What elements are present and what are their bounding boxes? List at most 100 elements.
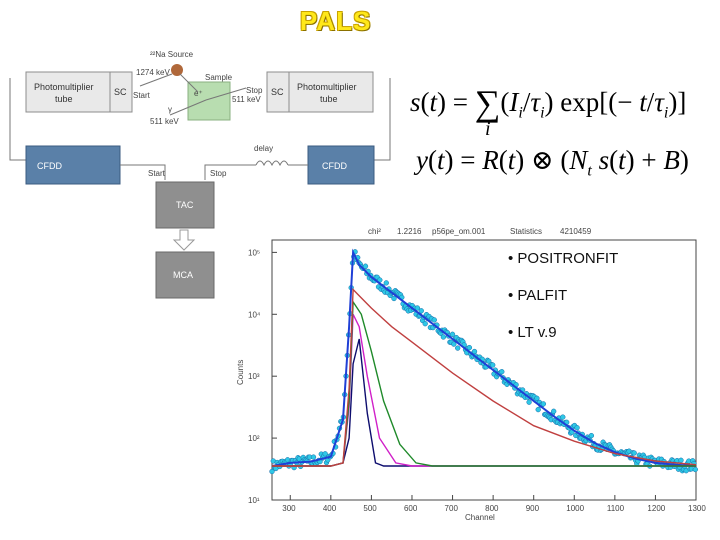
y-tick-label-2: 10³ xyxy=(248,372,260,381)
source-label: ²²Na Source xyxy=(150,50,194,59)
delay-coil xyxy=(255,160,289,167)
cfdd-left-label: CFDD xyxy=(37,161,62,171)
wire-start xyxy=(120,164,166,180)
gamma-511-label: 511 keV xyxy=(232,95,261,104)
tac-label: TAC xyxy=(176,200,194,210)
positron-path xyxy=(179,73,199,93)
data-point xyxy=(551,408,557,414)
data-point xyxy=(560,414,566,420)
data-point xyxy=(588,432,595,439)
gamma-1274-label: 1274 keV xyxy=(136,68,170,77)
gamma-path-2 xyxy=(205,87,247,101)
mca-box xyxy=(155,251,215,299)
sample-label: Sample xyxy=(205,73,233,82)
photomultiplier-left xyxy=(25,71,111,113)
gamma-path-3 xyxy=(169,99,207,116)
data-point xyxy=(383,280,389,286)
data-point xyxy=(526,399,532,405)
x-tick-label-6: 900 xyxy=(526,504,540,513)
data-point xyxy=(631,450,637,456)
cfdd-right-label: CFDD xyxy=(322,161,347,171)
data-point xyxy=(422,321,428,327)
mca-label: MCA xyxy=(173,270,193,280)
y-tick-label-4: 10⁵ xyxy=(248,248,260,257)
x-tick-label-0: 300 xyxy=(282,504,296,513)
x-tick-label-2: 500 xyxy=(363,504,377,513)
fit-series-line-0 xyxy=(271,248,697,467)
data-point xyxy=(490,362,496,368)
data-point xyxy=(692,466,698,473)
equation-1: s(t) = ∑(Ii/τi) exp[(− t/τi)] xyxy=(410,83,687,123)
pm-right-label-2: tube xyxy=(320,94,338,104)
data-point xyxy=(391,295,397,302)
delay-label: delay xyxy=(254,144,273,153)
software-list: • POSITRONFIT • PALFIT • LT v.9 xyxy=(508,250,618,361)
gamma-path-1 xyxy=(139,73,173,87)
start-label-diagram: Start xyxy=(133,91,151,100)
tac-mca-arrow xyxy=(172,229,196,251)
y-tick-label-1: 10² xyxy=(248,434,260,443)
data-point xyxy=(678,457,684,463)
stop-label-diagram: Stop xyxy=(246,86,263,95)
data-point xyxy=(362,263,369,269)
data-point xyxy=(534,395,540,401)
data-point xyxy=(471,348,478,355)
sc-left-label: SC xyxy=(114,87,127,97)
x-tick-label-3: 600 xyxy=(404,504,418,513)
pm-left-label-1: Photomultiplier xyxy=(34,82,94,92)
wire-left xyxy=(9,78,26,161)
data-point xyxy=(418,308,424,314)
x-tick-label-9: 1200 xyxy=(647,504,665,513)
chart-statistics-value: 4210459 xyxy=(560,227,592,236)
bullet-ltv9: • LT v.9 xyxy=(508,324,557,341)
wire-right xyxy=(374,78,391,161)
start-label: Start xyxy=(148,169,166,178)
data-point xyxy=(310,454,317,460)
gamma-symbol: γ xyxy=(168,105,172,114)
chart-file-label: p56pe_om.001 xyxy=(432,227,486,236)
data-point xyxy=(414,305,421,311)
data-point xyxy=(451,341,457,347)
cfdd-right xyxy=(307,145,375,185)
fit-series-line-4 xyxy=(272,287,697,467)
data-point xyxy=(455,345,461,351)
x-axis-label: Channel xyxy=(465,513,495,522)
positron-label: e⁺ xyxy=(194,89,203,98)
data-point xyxy=(431,317,437,323)
y-tick-label-3: 10⁴ xyxy=(248,310,261,319)
sc-right-label: SC xyxy=(271,87,284,97)
data-point xyxy=(449,331,456,337)
bullet-positronfit: • POSITRONFIT xyxy=(508,250,619,267)
wire-stop xyxy=(204,164,256,180)
source-dot xyxy=(171,64,183,76)
cfdd-left xyxy=(25,145,121,185)
data-point xyxy=(540,401,547,407)
data-point xyxy=(499,369,505,375)
x-tick-label-8: 1100 xyxy=(607,504,625,513)
x-tick-label-1: 400 xyxy=(323,504,337,513)
y-tick-label-0: 10¹ xyxy=(248,496,260,505)
data-point xyxy=(466,344,473,351)
y-axis-label: Counts xyxy=(236,360,245,385)
data-point xyxy=(269,468,275,475)
photomultiplier-right xyxy=(288,71,374,113)
data-point xyxy=(535,406,541,413)
bullet-palfit: • PALFIT xyxy=(508,287,568,304)
stop-label: Stop xyxy=(210,169,227,178)
chart-statistics-label: Statistics xyxy=(510,227,542,236)
tac-box xyxy=(155,181,215,229)
gamma-511-label-b: 511 keV xyxy=(150,117,179,126)
pm-left-label-2: tube xyxy=(55,94,73,104)
chart-chi-label: chi² xyxy=(368,227,381,236)
chart-chi-value: 1.2216 xyxy=(397,227,422,236)
page-title: PALS xyxy=(300,6,372,36)
x-tick-label-4: 700 xyxy=(445,504,459,513)
x-tick-label-7: 1000 xyxy=(566,504,584,513)
pm-right-label-1: Photomultiplier xyxy=(297,82,357,92)
sc-left xyxy=(109,71,133,113)
x-tick-label-10: 1300 xyxy=(688,504,706,513)
equation-1-sum-index: i xyxy=(485,118,491,140)
data-point xyxy=(574,425,580,431)
